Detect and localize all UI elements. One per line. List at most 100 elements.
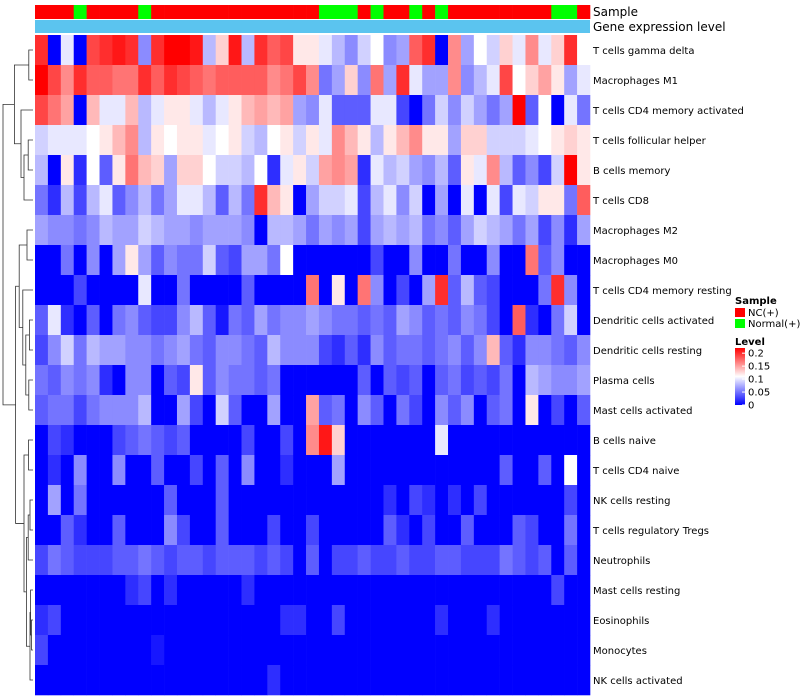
heatmap-cell [344, 185, 358, 216]
heatmap-cell [151, 665, 165, 696]
dendrogram-branch [29, 499, 33, 531]
heatmap-cell [525, 485, 539, 516]
heatmap-cell [241, 485, 255, 516]
heatmap-cell [564, 155, 578, 186]
heatmap-cell [409, 305, 423, 336]
sample-annotation-cell [176, 5, 191, 19]
heatmap-cell [473, 65, 488, 96]
heatmap-cell [306, 665, 320, 696]
heatmap-cell [267, 575, 281, 606]
heatmap-cell [125, 185, 139, 216]
heatmap-cell [577, 545, 591, 576]
heatmap-cell [564, 125, 578, 156]
heatmap-cell [189, 515, 204, 546]
heatmap-cell [73, 95, 87, 126]
heatmap-cell [344, 65, 358, 96]
sample-annotation-cell [202, 5, 216, 19]
heatmap-cell [370, 245, 384, 276]
heatmap-cell [577, 605, 591, 636]
heatmap-cell [318, 635, 333, 666]
sample-annotation-cell [357, 5, 371, 19]
heatmap-cell [409, 35, 423, 66]
heatmap-cell [551, 635, 565, 666]
heatmap-cell [254, 125, 268, 156]
heatmap-cell [564, 545, 578, 576]
heatmap-cell [448, 155, 462, 186]
heatmap-cell [486, 365, 500, 396]
heatmap-cell [86, 305, 100, 336]
heatmap-cell [448, 125, 462, 156]
heatmap-cell [35, 35, 49, 66]
heatmap-cell [254, 215, 268, 246]
heatmap-cell [409, 215, 423, 246]
heatmap-cell [112, 65, 126, 96]
heatmap-cell [151, 125, 165, 156]
heatmap-cell [538, 605, 552, 636]
heatmap-cell [564, 35, 578, 66]
heatmap-cell [99, 215, 113, 246]
heatmap-cell [47, 335, 62, 366]
heatmap-cell [176, 395, 191, 426]
heatmap-cell [202, 635, 216, 666]
heatmap-cell [215, 185, 229, 216]
dendrogram-branch [28, 49, 33, 81]
heatmap-cell [564, 365, 578, 396]
heatmap-cell [60, 65, 75, 96]
sample-annotation-cell [331, 5, 346, 19]
heatmap-cell [422, 335, 436, 366]
heatmap-cell [280, 155, 294, 186]
heatmap-cell [202, 275, 216, 306]
heatmap-cell [202, 515, 216, 546]
heatmap-cell [125, 35, 139, 66]
heatmap-cell [86, 395, 100, 426]
heatmap-cell [228, 155, 242, 186]
heatmap-cell [396, 65, 410, 96]
heatmap-cell [151, 35, 165, 66]
heatmap-cell [215, 395, 229, 426]
heatmap-cell [409, 545, 423, 576]
heatmap-cell [486, 425, 500, 456]
heatmap-cell [435, 605, 449, 636]
heatmap-cell [422, 425, 436, 456]
heatmap-cell [551, 365, 565, 396]
heatmap-cell [460, 185, 475, 216]
heatmap-cell [331, 35, 346, 66]
heatmap-cell [189, 185, 204, 216]
heatmap-cell [112, 515, 126, 546]
heatmap-cell [512, 185, 526, 216]
heatmap-cell [254, 335, 268, 366]
heatmap-cell [60, 545, 75, 576]
heatmap-cell [86, 185, 100, 216]
heatmap-cell [241, 65, 255, 96]
heatmap-cell [370, 545, 384, 576]
heatmap-cell [125, 635, 139, 666]
heatmap-cell [176, 545, 191, 576]
heatmap-cell [512, 425, 526, 456]
heatmap-cell [86, 155, 100, 186]
heatmap-cell [60, 215, 75, 246]
heatmap-cell [577, 575, 591, 606]
legend-level-tick-label: 0.05 [748, 388, 770, 399]
heatmap-cell [151, 155, 165, 186]
heatmap-cell [370, 65, 384, 96]
heatmap-cell [396, 515, 410, 546]
heatmap-cell [344, 665, 358, 696]
heatmap-cell [306, 125, 320, 156]
heatmap-cell [473, 545, 488, 576]
heatmap-cell [331, 455, 346, 486]
heatmap-cell [409, 425, 423, 456]
heatmap-cell [486, 605, 500, 636]
heatmap-cell [189, 35, 204, 66]
heatmap-cell [357, 185, 371, 216]
heatmap-cell [460, 425, 475, 456]
sample-annotation-cell [448, 5, 462, 19]
heatmap-cell [254, 515, 268, 546]
heatmap-cell [202, 455, 216, 486]
heatmap-cell [202, 65, 216, 96]
sample-annotation-cell [396, 5, 410, 19]
heatmap-cell [435, 275, 449, 306]
heatmap-cell [357, 275, 371, 306]
sample-annotation-cell [577, 5, 591, 19]
heatmap-cell [176, 665, 191, 696]
heatmap-cell [86, 125, 100, 156]
